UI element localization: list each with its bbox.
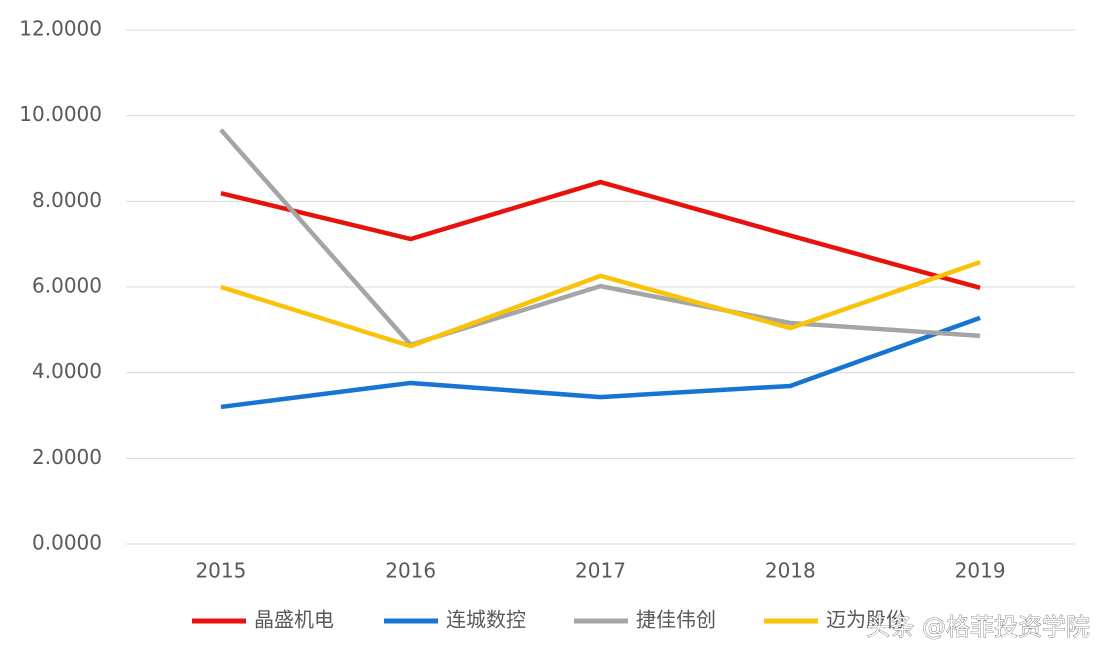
y-tick-label: 6.0000 [32,274,102,298]
series-line [219,128,981,348]
y-tick-label: 4.0000 [32,359,102,383]
y-tick-label: 2.0000 [32,445,102,469]
series-line [220,315,981,410]
series-line [220,260,981,349]
series-line [220,179,981,291]
y-tick-label: 10.0000 [19,102,102,126]
y-tick-label: 12.0000 [19,17,102,41]
x-tick-label: 2017 [575,559,626,583]
x-tick-label: 2018 [765,559,816,583]
y-tick-label: 8.0000 [32,188,102,212]
legend-label: 晶盛机电 [254,608,334,632]
y-tick-label: 0.0000 [32,531,102,555]
legend-label: 捷佳伟创 [636,608,716,632]
x-tick-label: 2019 [955,559,1006,583]
watermark: 头条 @格菲投资学院 [866,613,1090,641]
legend-label: 连城数控 [446,608,526,632]
legend-label: 迈为股份 [826,608,906,632]
x-tick-label: 2015 [195,559,246,583]
x-tick-label: 2016 [385,559,436,583]
